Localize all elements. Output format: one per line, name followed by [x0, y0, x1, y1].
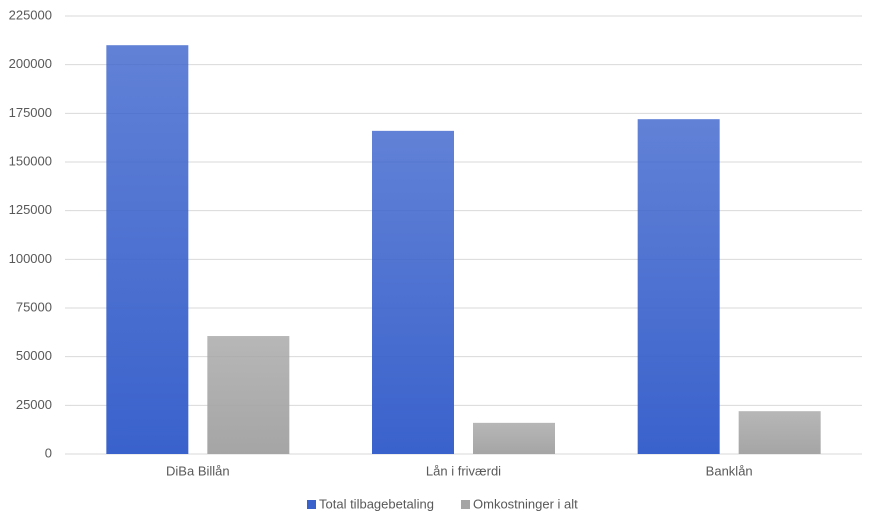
y-tick-label: 75000	[16, 299, 52, 314]
bar	[207, 336, 290, 454]
y-tick-label: 150000	[9, 153, 52, 168]
y-tick-label: 125000	[9, 202, 52, 217]
bar	[637, 119, 720, 454]
y-tick-label: 50000	[16, 348, 52, 363]
legend-label: Omkostninger i alt	[473, 496, 578, 511]
bar	[473, 422, 555, 454]
x-tick-label: Lån i friværdi	[426, 463, 501, 478]
y-tick-label: 225000	[9, 7, 52, 22]
bar	[106, 45, 189, 454]
y-tick-label: 200000	[9, 56, 52, 71]
y-tick-label: 100000	[9, 251, 52, 266]
bar	[372, 130, 454, 454]
y-tick-label: 175000	[9, 105, 52, 120]
legend-label: Total tilbagebetaling	[319, 496, 434, 511]
y-tick-label: 0	[45, 445, 52, 460]
legend-swatch	[307, 500, 316, 509]
x-tick-label: Banklån	[706, 463, 753, 478]
y-tick-label: 25000	[16, 397, 52, 412]
x-tick-label: DiBa Billån	[166, 463, 230, 478]
legend-swatch	[461, 500, 470, 509]
bar	[738, 411, 821, 454]
